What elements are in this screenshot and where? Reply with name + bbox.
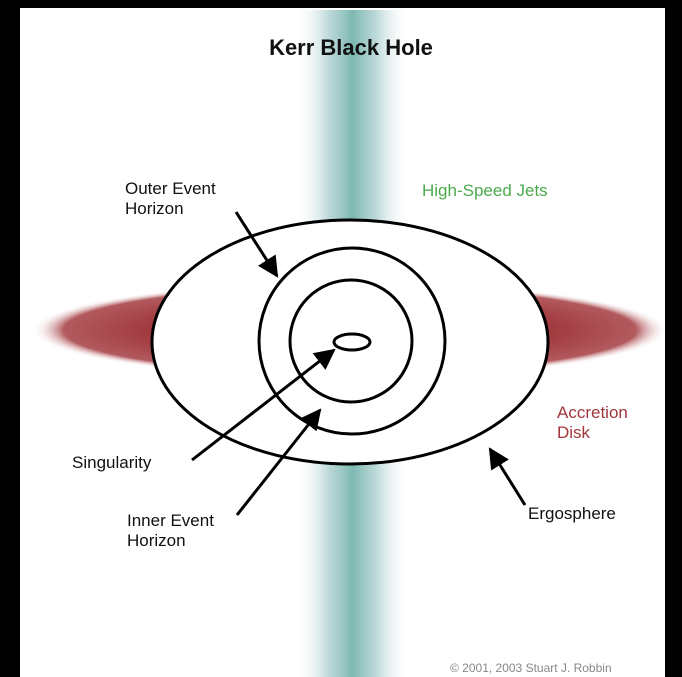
label: Outer Event [125, 179, 216, 198]
label: Horizon [127, 531, 186, 550]
label: Accretion [557, 403, 628, 422]
label: Horizon [125, 199, 184, 218]
label: Ergosphere [528, 504, 616, 523]
copyright: © 2001, 2003 Stuart J. Robbin [450, 661, 612, 675]
border [665, 0, 682, 677]
label: High-Speed Jets [422, 181, 548, 200]
label: Inner Event [127, 511, 214, 530]
label: Disk [557, 423, 591, 442]
singularity-shape [334, 334, 370, 350]
jet-bottom [295, 440, 410, 677]
page: {"title": "Kerr Black Hole", "labels": {… [0, 0, 682, 677]
label: Singularity [72, 453, 152, 472]
title: Kerr Black Hole [269, 35, 433, 60]
diagram: Kerr Black Hole Outer Event Horizon High… [0, 0, 682, 677]
